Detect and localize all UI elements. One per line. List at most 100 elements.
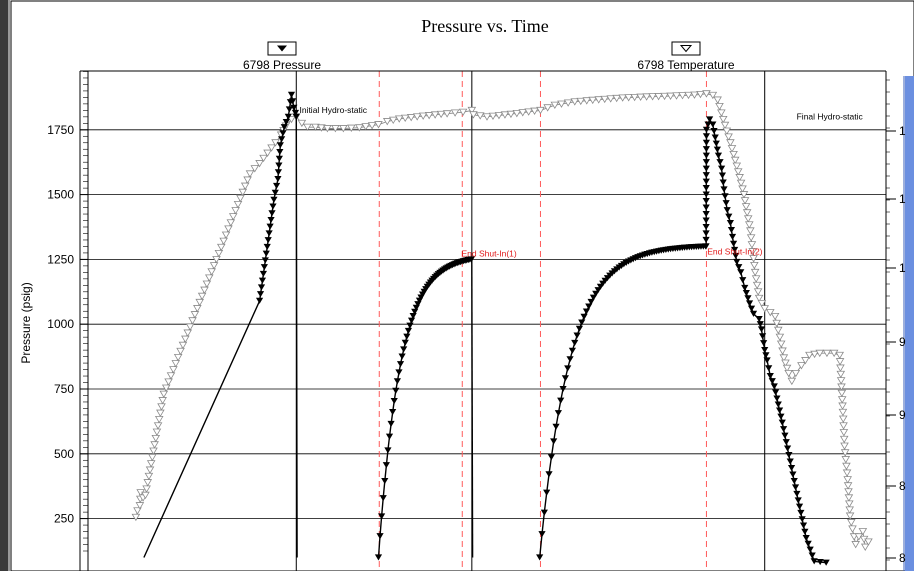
temperature-marker (636, 93, 645, 101)
pressure-marker (733, 258, 741, 266)
pressure-marker (702, 210, 710, 218)
pressure-marker (263, 243, 271, 251)
pressure-marker (702, 243, 710, 250)
pressure-marker (777, 413, 785, 420)
y-axis-label: Pressure (psig) (19, 282, 33, 363)
pressure-marker (578, 319, 586, 326)
pressure-marker (799, 522, 808, 529)
pressure-marker (379, 495, 387, 502)
temperature-marker (851, 541, 860, 549)
pressure-marker (741, 284, 749, 291)
temperature-marker (482, 113, 492, 121)
series-pressure (143, 91, 830, 566)
temperature-marker (787, 377, 797, 386)
temperature-marker (729, 150, 738, 159)
temperature-marker (732, 162, 742, 170)
pressure-marker (256, 291, 265, 298)
temperature-marker (388, 116, 398, 125)
temperature-marker (860, 543, 870, 551)
pressure-marker (702, 230, 710, 237)
pressure-marker (276, 142, 284, 149)
pressure-marker (552, 423, 560, 430)
pressure-marker (768, 378, 776, 385)
temperature-marker (228, 213, 238, 221)
temperature-marker (216, 243, 226, 252)
temperature-marker (815, 349, 825, 358)
temperature-marker (536, 106, 545, 115)
pressure-marker (810, 558, 818, 565)
temperature-marker (209, 262, 219, 270)
pressure-marker (257, 284, 266, 291)
temperature-marker (142, 485, 151, 493)
pressure-marker (772, 389, 780, 396)
temperature-marker (212, 256, 221, 264)
temperature-marker (424, 112, 434, 120)
temperature-marker (845, 506, 854, 514)
temperature-marker (836, 364, 845, 372)
pressure-marker (381, 478, 389, 485)
right-tick-label-6: 8 (899, 551, 906, 565)
temperature-marker (259, 154, 268, 163)
temperature-marker (726, 139, 735, 147)
temperature-marker (150, 441, 159, 449)
pressure-marker (822, 559, 830, 566)
annotation-2: End Shut-In(1) (461, 248, 516, 258)
pressure-marker (376, 533, 384, 540)
pressure-marker (757, 326, 766, 333)
temperature-marker (231, 207, 240, 215)
annotation-layer: Initial Hydro-static Final Hydro-static En… (299, 105, 863, 258)
pressure-marker (718, 172, 727, 179)
legend-pressure: 6798 Pressure (243, 41, 321, 72)
temperature-marker (624, 94, 633, 102)
temperature-marker (347, 124, 356, 132)
pressure-marker (778, 419, 786, 426)
temperature-marker (524, 108, 533, 116)
series-temperature (131, 90, 873, 551)
pressure-marker (726, 220, 734, 227)
pressure-marker (384, 447, 392, 454)
pressure-marker (265, 230, 273, 237)
right-tick-label-4: 9 (899, 408, 906, 422)
pressure-marker (575, 325, 584, 332)
temperature-marker (458, 108, 468, 117)
pressure-marker (279, 130, 287, 137)
pressure-marker (725, 213, 733, 220)
temperature-marker (233, 201, 243, 209)
pressure-marker (702, 172, 710, 179)
pressure-marker (275, 162, 283, 169)
temperature-marker (594, 96, 604, 104)
temperature-marker (236, 194, 245, 203)
temperature-marker (214, 249, 224, 258)
pressure-marker (732, 252, 740, 260)
temperature-marker (152, 428, 162, 436)
temperature-marker (512, 110, 522, 118)
temperature-marker (838, 408, 848, 417)
pressure-marker (794, 497, 802, 504)
pressure-marker (272, 182, 281, 190)
temperature-marker (666, 92, 675, 100)
temperature-marker (221, 231, 231, 239)
pressure-marker (571, 339, 579, 346)
pressure-marker (258, 277, 267, 284)
temperature-marker (303, 123, 312, 132)
pressure-marker (269, 203, 277, 210)
temperature-marker (494, 112, 504, 120)
temperature-marker (829, 349, 839, 358)
left-frame-bevel (8, 0, 10, 571)
temperature-marker (839, 429, 849, 437)
temperature-marker (835, 351, 845, 360)
temperature-marker (185, 323, 195, 331)
temperature-marker (839, 435, 849, 444)
temperature-marker (837, 383, 846, 391)
temperature-marker (550, 101, 560, 110)
temperature-marker (488, 112, 498, 121)
pressure-marker (702, 217, 710, 224)
pressure-marker (403, 333, 411, 340)
temperature-marker (374, 121, 383, 129)
pressure-marker (773, 395, 781, 402)
temperature-marker (743, 215, 753, 223)
pressure-marker (266, 223, 274, 230)
pressure-marker (392, 387, 400, 394)
pressure-marker (744, 295, 752, 302)
